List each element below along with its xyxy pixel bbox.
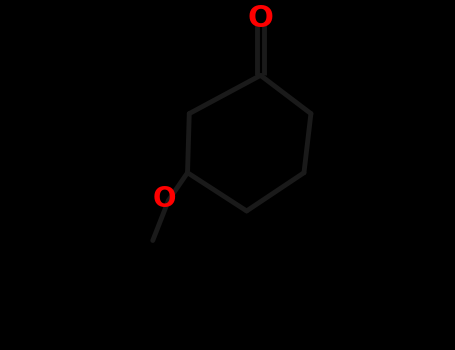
Text: O: O: [152, 185, 176, 213]
Text: O: O: [248, 4, 273, 33]
